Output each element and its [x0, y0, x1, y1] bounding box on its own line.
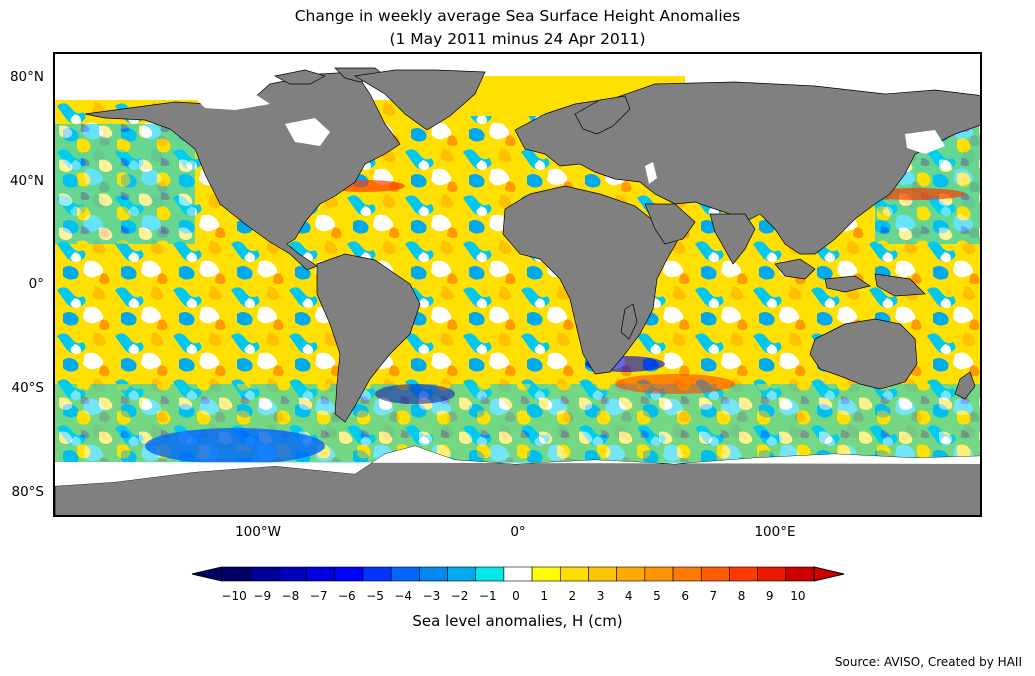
- colorbar-swatch: [475, 566, 505, 582]
- colorbar-tick-label: 4: [624, 589, 633, 603]
- no-data-okhotsk-sea: [905, 130, 945, 154]
- world-map: [55, 67, 980, 515]
- lon-label-100e: 100°E: [754, 524, 796, 540]
- colorbar-extend-high: [813, 566, 845, 582]
- lon-label-0: 0°: [510, 524, 526, 540]
- land-masses: [55, 67, 980, 515]
- colorbar-swatch: [221, 566, 251, 582]
- colorbar-swatch: [334, 566, 364, 582]
- colorbar-swatch: [700, 566, 730, 582]
- colorbar-swatch: [503, 566, 533, 582]
- colorbar-swatch: [785, 566, 815, 582]
- colorbar-tick-label: −2: [450, 589, 469, 603]
- southern-ocean-blue-patch: [145, 428, 325, 464]
- lat-label-40n: 40°N: [9, 173, 44, 189]
- colorbar-swatch: [278, 566, 307, 582]
- colorbar-tick-label: −1: [478, 589, 497, 603]
- colorbar-swatch: [249, 566, 279, 582]
- colorbar-tick-label: −6: [337, 589, 356, 603]
- lat-label-equator: 0°: [28, 276, 44, 292]
- colorbar-tick-label: 5: [653, 589, 661, 603]
- colorbar-swatch: [531, 566, 561, 582]
- greenland-land: [353, 69, 486, 131]
- colorbar-tick-label: 8: [737, 589, 746, 603]
- colorbar-swatch: [757, 566, 787, 582]
- colorbar-swatch: [447, 566, 477, 582]
- colorbar-tick-label: −5: [366, 589, 384, 603]
- colorbar-extend-low: [191, 566, 223, 582]
- india-land: [709, 213, 756, 265]
- colorbar-tick-label: −8: [281, 589, 300, 603]
- colorbar-tick-label: 0: [512, 589, 520, 603]
- lat-label-80n: 80°N: [9, 69, 44, 85]
- southern-ocean-red-patch: [615, 374, 735, 394]
- south-america-land: [316, 253, 421, 423]
- madagascar-land: [620, 303, 638, 340]
- arabian-peninsula-land: [644, 203, 696, 245]
- colorbar-tick-label: 9: [765, 589, 774, 603]
- lat-label-40s: 40°S: [11, 380, 45, 396]
- lat-label-80s: 80°S: [11, 484, 45, 500]
- no-data-caspian-sea: [645, 162, 657, 184]
- colorbar-swatch: [419, 566, 448, 582]
- no-data-hudson-bay: [285, 118, 330, 146]
- colorbar-tick-label: 7: [709, 589, 718, 603]
- colorbar-tick-label: −4: [394, 589, 413, 603]
- colorbar-tick-label: 6: [681, 589, 689, 603]
- lon-label-100w: 100°W: [235, 524, 281, 540]
- colorbar-tick-label: 1: [540, 589, 548, 603]
- colorbar-swatch: [616, 566, 646, 582]
- colorbar-tick-label: −10: [221, 589, 247, 603]
- eurasia-land: [514, 81, 980, 255]
- colorbar-swatch: [729, 566, 758, 582]
- colorbar-swatch: [644, 566, 674, 582]
- colorbar: [191, 566, 845, 582]
- colorbar-label: Sea level anomalies, H (cm): [412, 612, 623, 630]
- colorbar-tick-label: 10: [790, 589, 806, 603]
- colorbar-swatch: [672, 566, 702, 582]
- map-panel: [53, 52, 982, 517]
- ocean-anomaly-field-north-pacific: [55, 124, 195, 244]
- colorbar-swatch: [559, 566, 589, 582]
- australia-land: [809, 318, 918, 390]
- argentine-basin-anomaly: [375, 384, 455, 404]
- colorbar-tick-label: 3: [596, 589, 605, 603]
- colorbar-swatch: [390, 566, 420, 582]
- colorbar-tick-label: −9: [253, 589, 272, 603]
- colorbar-swatch: [588, 566, 617, 582]
- no-data-arctic-canada: [195, 94, 270, 110]
- southeast-asia-islands: [774, 258, 926, 297]
- new-zealand-land: [954, 371, 976, 400]
- map-title: Change in weekly average Sea Surface Hei…: [294, 7, 741, 25]
- no-data-regions: [55, 94, 980, 486]
- colorbar-tick-label: 2: [568, 589, 577, 603]
- colorbar-tick-label: −3: [422, 589, 441, 603]
- map-subtitle: (1 May 2011 minus 24 Apr 2011): [389, 30, 646, 48]
- colorbar-swatch: [362, 566, 392, 582]
- no-data-antarctic-ice: [55, 446, 980, 486]
- colorbar-swatch: [306, 566, 336, 582]
- colorbar-tick-label: −7: [309, 589, 328, 603]
- source-credit: Source: AVISO, Created by HAII: [834, 655, 1022, 669]
- scandinavia-land: [574, 95, 631, 135]
